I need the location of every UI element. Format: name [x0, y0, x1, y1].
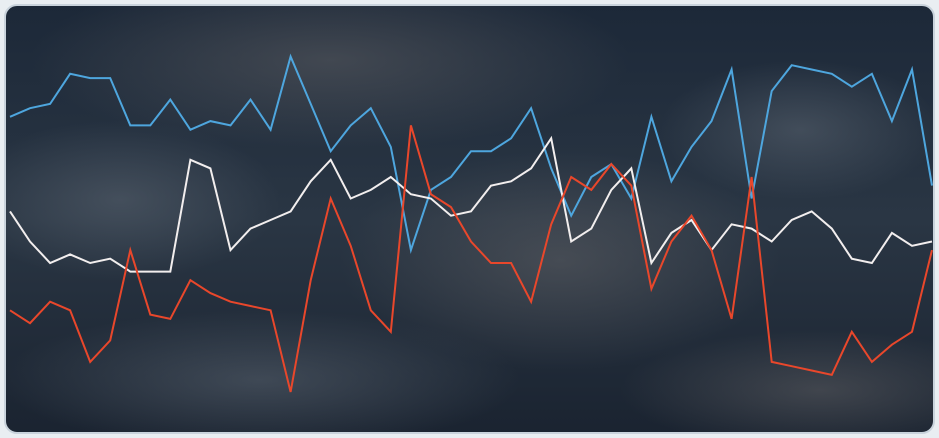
series-line: [9, 135, 933, 273]
plot-area: [9, 53, 933, 393]
series-line: [9, 125, 933, 393]
frame-border: [4, 4, 935, 434]
series-line: [9, 53, 933, 255]
